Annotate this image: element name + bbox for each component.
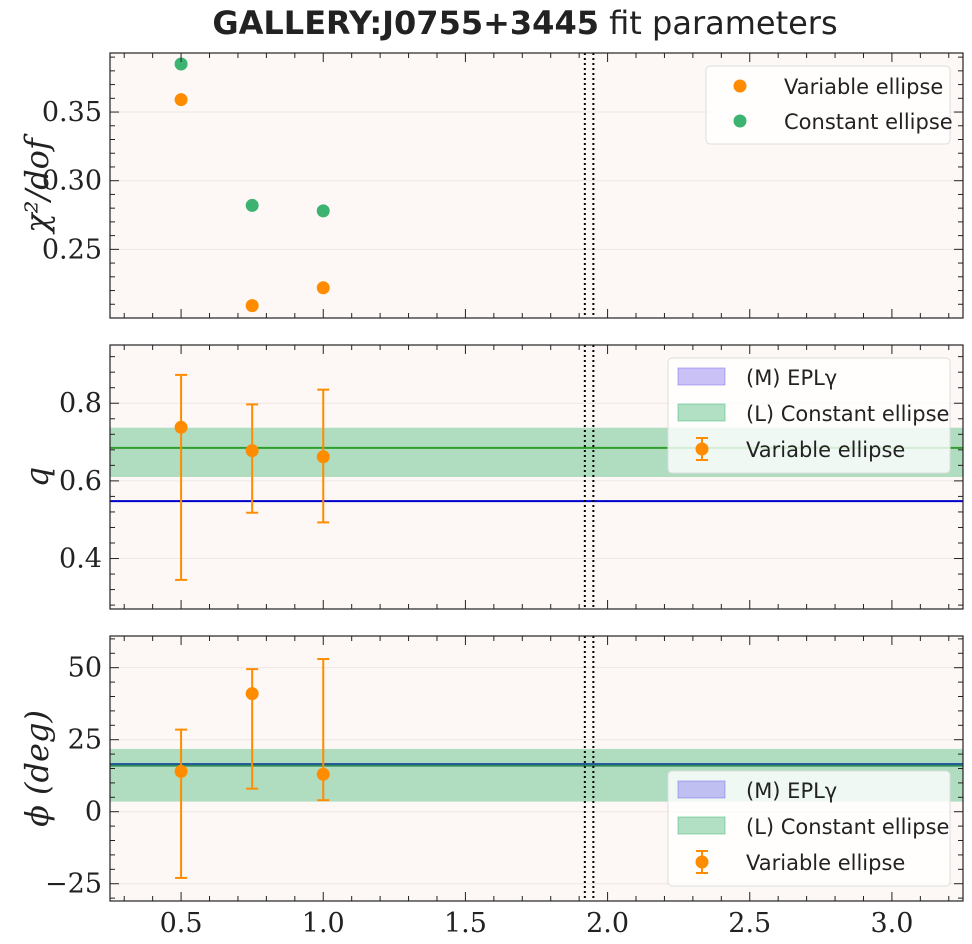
chart-title-bold: GALLERY:J0755+3445	[212, 4, 599, 42]
x-tick-label: 3.0	[870, 908, 913, 939]
legend-swatch	[677, 816, 726, 835]
legend-swatch	[677, 403, 726, 422]
chart-title: GALLERY:J0755+3445 fit parameters	[212, 4, 837, 42]
y-tick-label: 0.30	[42, 166, 102, 197]
panel-frame	[109, 52, 964, 319]
data-point	[174, 764, 188, 778]
x-tick-label: 2.5	[728, 908, 771, 939]
y-tick-label: 0.4	[59, 544, 102, 575]
legend-label: Variable ellipse	[784, 75, 943, 99]
y-axis-label: χ²/dof	[18, 133, 56, 235]
legend-marker	[733, 114, 747, 128]
data-point	[245, 687, 259, 701]
y-tick-label: 0.25	[42, 234, 102, 265]
legend: (M) EPLγ (L) Constant ellipse Variable ell…	[667, 770, 951, 887]
panel-phi: −25 0 25 50 0.5 1.0 1.5 2.0 2.5 3.0 ϕ (deg) (M) EPL…	[18, 635, 964, 939]
data-point	[316, 281, 330, 295]
x-tick-label: 2.0	[586, 908, 629, 939]
data-point	[174, 57, 188, 71]
legend: Variable ellipse Constant ellipse	[705, 65, 953, 145]
panel-chi2: 0.25 0.30 0.35 χ²/dof Variable ellipse Consta…	[18, 52, 964, 319]
y-axis-label: ϕ (deg)	[18, 710, 56, 827]
legend-label: (L) Constant ellipse	[746, 402, 949, 426]
data-point	[174, 420, 188, 434]
legend-box	[667, 357, 951, 474]
data-point	[316, 204, 330, 218]
legend-swatch	[677, 367, 726, 386]
panels: 0.25 0.30 0.35 χ²/dof Variable ellipse Consta…	[18, 52, 964, 939]
legend-label: (M) EPLγ	[746, 366, 837, 390]
legend-label: Variable ellipse	[746, 851, 905, 875]
plot-area	[174, 53, 595, 318]
legend-swatch	[677, 780, 726, 799]
y-tick-label: 0.6	[59, 466, 102, 497]
data-point	[245, 299, 259, 313]
data-point	[245, 198, 259, 212]
legend-box	[667, 770, 951, 887]
legend: (M) EPLγ (L) Constant ellipse Variable ell…	[667, 357, 951, 474]
panel-q: 0.4 0.6 0.8 q (M) EPLγ (L) Constant ellipse Va…	[18, 344, 964, 610]
legend-marker	[733, 79, 747, 93]
data-point	[174, 93, 188, 107]
y-tick-label: 0	[85, 797, 102, 828]
data-point	[316, 767, 330, 781]
data-point	[316, 450, 330, 464]
legend-label: (L) Constant ellipse	[746, 815, 949, 839]
y-axis-label: q	[18, 467, 56, 487]
legend-marker	[695, 855, 709, 869]
data-point	[245, 444, 259, 458]
panel-frame	[109, 344, 964, 610]
x-tick-label: 0.5	[160, 908, 203, 939]
y-tick-label: 25	[68, 725, 102, 756]
y-tick-label: 0.8	[59, 388, 102, 419]
chart-title-rest: fit parameters	[599, 4, 838, 42]
y-tick-label: 0.35	[42, 97, 102, 128]
legend-label: (M) EPLγ	[746, 779, 837, 803]
y-tick-label: 50	[68, 653, 102, 684]
x-tick-label: 1.0	[302, 908, 345, 939]
legend-marker	[695, 442, 709, 456]
x-tick-label: 1.5	[444, 908, 487, 939]
legend-label: Constant ellipse	[784, 110, 953, 134]
legend-box	[705, 65, 951, 145]
y-tick-label: −25	[45, 869, 102, 900]
legend-label: Variable ellipse	[746, 438, 905, 462]
